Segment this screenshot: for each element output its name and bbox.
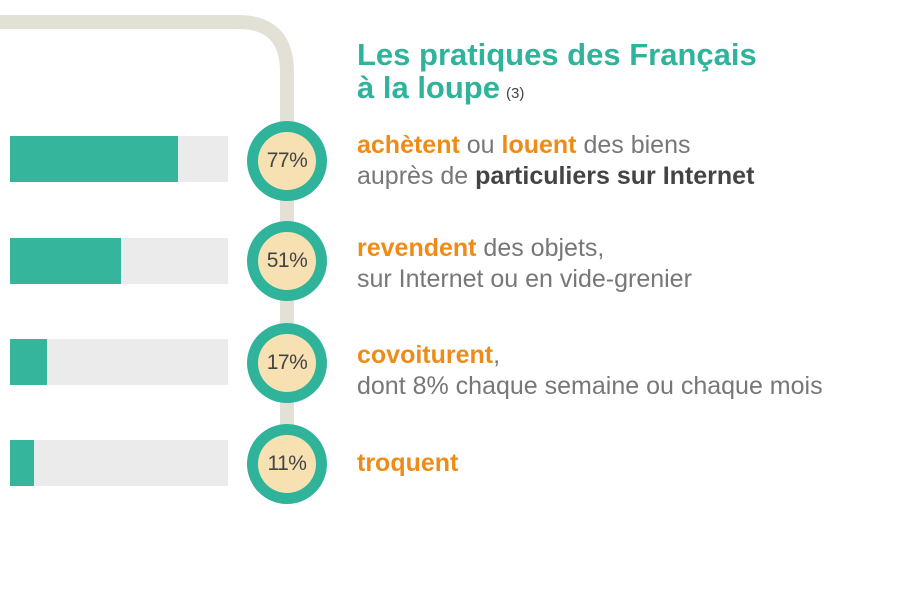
data-label: 17% — [258, 334, 316, 392]
bar-track — [10, 339, 228, 385]
percentage-badge-2: 51% — [247, 221, 327, 301]
data-label: 11% — [258, 435, 316, 493]
highlight-verb: louent — [501, 131, 577, 159]
bar-track — [10, 440, 228, 486]
stat-description-2: revendent des objets, sur Internet ou en… — [357, 234, 692, 293]
page-title: Les pratiques des Français à la loupe (3) — [357, 38, 757, 110]
bar-track — [10, 136, 228, 182]
bar-fill — [10, 339, 48, 385]
stat-row-3 — [0, 339, 900, 429]
highlight-verb: covoiturent — [357, 341, 494, 369]
bar-fill — [10, 440, 34, 486]
stat-description-3: covoiturent, dont 8% chaque semaine ou c… — [357, 341, 823, 400]
highlight-verb: achètent — [357, 131, 460, 159]
stat-description-4: troquent — [357, 448, 458, 479]
stat-row-1 — [0, 136, 900, 226]
bar-fill — [10, 238, 122, 284]
percentage-badge-4: 11% — [247, 424, 327, 504]
title-reference: (3) — [505, 85, 525, 102]
bar-track — [10, 238, 228, 284]
highlight-verb: troquent — [357, 449, 459, 477]
data-label: 77% — [258, 132, 316, 190]
title-line-2: à la loupe — [357, 70, 500, 105]
data-label: 51% — [258, 232, 316, 290]
highlight-verb: revendent — [357, 234, 477, 262]
percentage-badge-3: 17% — [247, 323, 327, 403]
stat-row-2 — [0, 238, 900, 328]
title-line-1: Les pratiques des Français — [357, 37, 757, 72]
stat-row-4 — [0, 440, 900, 530]
percentage-badge-1: 77% — [247, 121, 327, 201]
bar-fill — [10, 136, 178, 182]
stat-description-1: achètent ou louent des biens auprès de p… — [357, 131, 755, 190]
